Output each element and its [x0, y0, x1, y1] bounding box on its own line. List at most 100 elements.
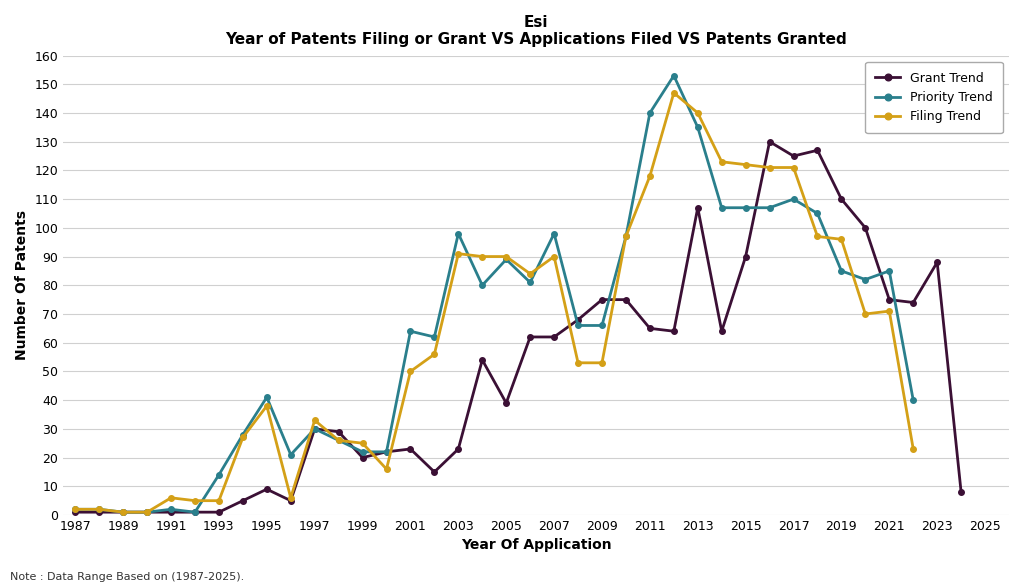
Priority Trend: [548, 230, 560, 237]
Priority Trend: [620, 233, 632, 240]
Filing Trend: [476, 253, 488, 260]
Priority Trend: [907, 397, 920, 404]
Grant Trend: [165, 508, 177, 515]
Priority Trend: [571, 322, 584, 329]
Line: Filing Trend: Filing Trend: [73, 90, 916, 515]
Filing Trend: [691, 109, 703, 116]
Grant Trend: [571, 316, 584, 324]
Grant Trend: [117, 508, 129, 515]
Priority Trend: [356, 448, 369, 455]
Priority Trend: [188, 508, 201, 515]
Priority Trend: [836, 267, 848, 274]
Priority Trend: [69, 506, 81, 513]
Filing Trend: [644, 173, 656, 180]
Filing Trend: [380, 466, 392, 473]
Grant Trend: [739, 253, 752, 260]
Filing Trend: [188, 497, 201, 504]
Filing Trend: [141, 508, 154, 515]
Filing Trend: [907, 445, 920, 452]
Priority Trend: [739, 204, 752, 211]
Grant Trend: [380, 448, 392, 455]
Priority Trend: [404, 328, 417, 335]
Filing Trend: [453, 250, 465, 257]
Priority Trend: [93, 506, 105, 513]
Grant Trend: [261, 486, 273, 493]
Grant Trend: [883, 296, 895, 303]
Filing Trend: [859, 311, 871, 318]
Filing Trend: [404, 368, 417, 375]
Filing Trend: [356, 440, 369, 447]
Grant Trend: [836, 195, 848, 202]
Priority Trend: [764, 204, 776, 211]
Priority Trend: [883, 267, 895, 274]
Grant Trend: [404, 445, 417, 452]
Filing Trend: [548, 253, 560, 260]
Filing Trend: [117, 508, 129, 515]
Filing Trend: [764, 164, 776, 171]
Filing Trend: [500, 253, 512, 260]
Filing Trend: [237, 434, 249, 441]
Filing Trend: [285, 494, 297, 501]
Grant Trend: [213, 508, 225, 515]
Filing Trend: [716, 159, 728, 166]
Priority Trend: [380, 448, 392, 455]
Grant Trend: [955, 488, 968, 495]
Grant Trend: [356, 454, 369, 461]
Filing Trend: [836, 236, 848, 243]
Priority Trend: [500, 256, 512, 263]
Grant Trend: [524, 333, 537, 340]
Priority Trend: [811, 210, 823, 217]
Priority Trend: [141, 508, 154, 515]
Grant Trend: [620, 296, 632, 303]
Line: Grant Trend: Grant Trend: [73, 139, 964, 515]
Filing Trend: [333, 437, 345, 444]
Priority Trend: [308, 425, 321, 432]
Text: Note : Data Range Based on (1987-2025).: Note : Data Range Based on (1987-2025).: [10, 572, 245, 582]
Grant Trend: [69, 508, 81, 515]
Filing Trend: [668, 90, 680, 97]
Grant Trend: [811, 147, 823, 154]
Y-axis label: Number Of Patents: Number Of Patents: [15, 210, 29, 360]
Priority Trend: [691, 124, 703, 131]
Grant Trend: [476, 356, 488, 363]
Grant Trend: [93, 508, 105, 515]
Filing Trend: [93, 506, 105, 513]
Filing Trend: [739, 161, 752, 168]
Grant Trend: [764, 138, 776, 145]
Filing Trend: [883, 308, 895, 315]
Filing Trend: [213, 497, 225, 504]
Grant Trend: [716, 328, 728, 335]
Filing Trend: [308, 417, 321, 424]
X-axis label: Year Of Application: Year Of Application: [461, 538, 611, 552]
Grant Trend: [668, 328, 680, 335]
Filing Trend: [811, 233, 823, 240]
Grant Trend: [596, 296, 608, 303]
Line: Priority Trend: Priority Trend: [73, 73, 916, 515]
Grant Trend: [644, 325, 656, 332]
Grant Trend: [453, 445, 465, 452]
Priority Trend: [237, 431, 249, 438]
Grant Trend: [907, 299, 920, 306]
Priority Trend: [644, 109, 656, 116]
Filing Trend: [596, 359, 608, 366]
Priority Trend: [716, 204, 728, 211]
Priority Trend: [668, 72, 680, 79]
Filing Trend: [428, 350, 440, 357]
Filing Trend: [620, 233, 632, 240]
Grant Trend: [859, 224, 871, 231]
Grant Trend: [500, 400, 512, 407]
Priority Trend: [333, 437, 345, 444]
Filing Trend: [165, 494, 177, 501]
Legend: Grant Trend, Priority Trend, Filing Trend: Grant Trend, Priority Trend, Filing Tren…: [865, 62, 1002, 133]
Grant Trend: [237, 497, 249, 504]
Grant Trend: [787, 153, 800, 160]
Filing Trend: [69, 506, 81, 513]
Priority Trend: [787, 195, 800, 202]
Grant Trend: [691, 204, 703, 211]
Grant Trend: [333, 428, 345, 435]
Priority Trend: [453, 230, 465, 237]
Grant Trend: [548, 333, 560, 340]
Filing Trend: [524, 270, 537, 277]
Priority Trend: [859, 276, 871, 283]
Priority Trend: [476, 282, 488, 289]
